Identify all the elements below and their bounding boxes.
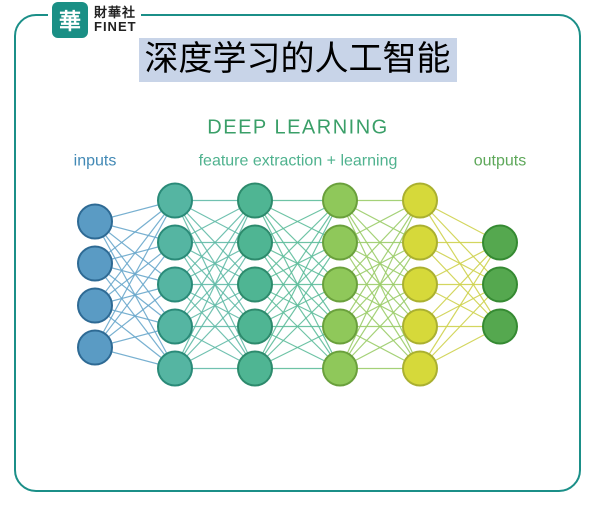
nn-node <box>238 268 272 302</box>
nn-node <box>403 226 437 260</box>
nn-node <box>238 310 272 344</box>
nn-node <box>403 310 437 344</box>
nn-node <box>323 352 357 386</box>
edges <box>95 201 500 369</box>
page-title-text: 深度学习的人工智能 <box>139 38 457 82</box>
nn-node <box>323 310 357 344</box>
nn-node <box>158 184 192 218</box>
diagram-label: inputs <box>74 153 117 170</box>
nn-node <box>323 268 357 302</box>
nn-node <box>323 184 357 218</box>
diagram-title: DEEP LEARNING <box>207 117 388 139</box>
nn-node <box>158 352 192 386</box>
nn-node <box>238 184 272 218</box>
nn-node <box>403 184 437 218</box>
nn-node <box>483 226 517 260</box>
nn-node <box>238 226 272 260</box>
nn-node <box>483 268 517 302</box>
network-svg: DEEP LEARNING inputs feature extraction + … <box>40 105 555 466</box>
nn-node <box>403 268 437 302</box>
diagram-label: outputs <box>474 153 526 170</box>
nn-node <box>238 352 272 386</box>
nn-node <box>158 310 192 344</box>
nn-node <box>78 331 112 365</box>
logo: 華 財華社 FINET <box>48 2 141 38</box>
logo-line1: 財華社 <box>94 6 137 20</box>
logo-text: 財華社 FINET <box>94 6 137 35</box>
nn-node <box>78 289 112 323</box>
logo-line2: FINET <box>94 20 137 34</box>
network-diagram: DEEP LEARNING inputs feature extraction + … <box>40 105 555 466</box>
nn-node <box>483 310 517 344</box>
nn-node <box>403 352 437 386</box>
nn-node <box>158 226 192 260</box>
nn-node <box>158 268 192 302</box>
nn-node <box>323 226 357 260</box>
logo-badge: 華 <box>52 2 88 38</box>
diagram-label: feature extraction + learning <box>199 153 398 170</box>
page-title: 深度学习的人工智能 <box>0 38 595 82</box>
nn-node <box>78 247 112 281</box>
nn-node <box>78 205 112 239</box>
